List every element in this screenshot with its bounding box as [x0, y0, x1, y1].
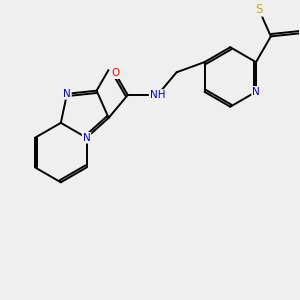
- Text: N: N: [83, 133, 90, 143]
- Text: S: S: [255, 3, 262, 16]
- Text: NH: NH: [150, 90, 165, 100]
- Text: N: N: [252, 87, 260, 97]
- Text: N: N: [63, 89, 71, 99]
- Text: O: O: [111, 68, 119, 78]
